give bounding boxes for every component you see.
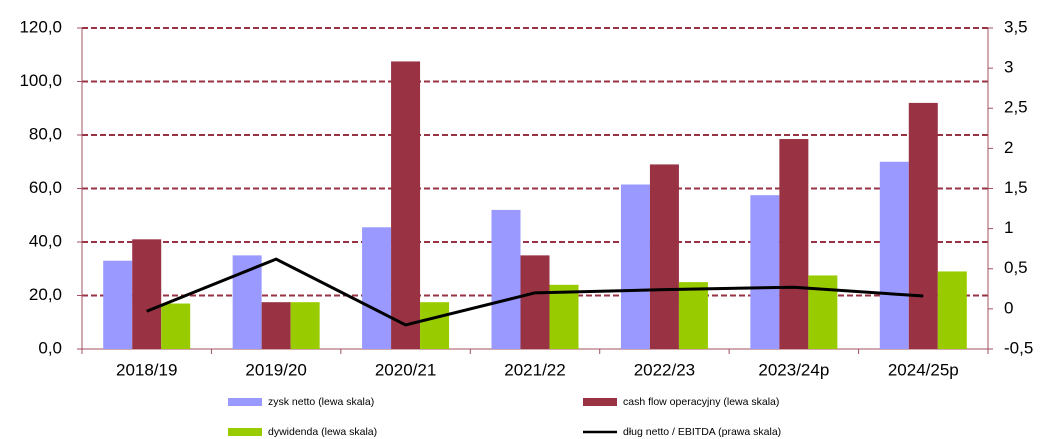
bar <box>103 260 133 349</box>
bar <box>491 209 521 349</box>
x-tick-label: 2023/24p <box>758 360 829 379</box>
y-tick-label: 120,0 <box>19 17 62 36</box>
y2-tick-label: 0,5 <box>1004 258 1028 277</box>
x-tick-label: 2018/19 <box>116 360 177 379</box>
y2-tick-label: -0,5 <box>1004 338 1033 357</box>
legend-swatch <box>228 398 262 406</box>
legend-label: dług netto / EBITDA (prawa skala) <box>623 426 781 438</box>
bar <box>779 139 809 349</box>
y2-tick-label: 3 <box>1004 58 1013 77</box>
y-tick-label: 80,0 <box>29 124 62 143</box>
legend-swatch <box>583 398 617 406</box>
bar <box>620 184 650 349</box>
bar <box>649 164 679 349</box>
bar <box>261 302 291 349</box>
y-tick-label: 60,0 <box>29 178 62 197</box>
bar <box>750 195 780 349</box>
bar <box>290 302 320 349</box>
x-tick-label: 2024/25p <box>888 360 959 379</box>
bar <box>678 282 708 349</box>
x-tick-label: 2019/20 <box>245 360 306 379</box>
bar <box>391 61 421 349</box>
y-tick-label: 0,0 <box>38 338 62 357</box>
y-tick-label: 100,0 <box>19 71 62 90</box>
bar <box>520 255 550 349</box>
x-tick-label: 2020/21 <box>375 360 436 379</box>
bar <box>549 284 579 349</box>
legend-label: dywidenda (lewa skala) <box>268 426 377 438</box>
bar <box>879 161 909 349</box>
y2-tick-label: 2 <box>1004 138 1013 157</box>
legend-label: cash flow operacyjny (lewa skala) <box>623 396 779 408</box>
bar <box>937 271 967 349</box>
bar <box>362 227 392 349</box>
legend-label: zysk netto (lewa skala) <box>268 396 374 408</box>
line-series <box>146 257 924 327</box>
y-tick-label: 20,0 <box>29 285 62 304</box>
y2-tick-label: 3,5 <box>1004 17 1028 36</box>
x-tick-label: 2022/23 <box>634 360 695 379</box>
bar <box>908 102 938 350</box>
y2-tick-label: 0 <box>1004 298 1013 317</box>
legend-swatch <box>228 428 262 436</box>
bar <box>161 303 191 349</box>
y2-tick-label: 2,5 <box>1004 98 1028 117</box>
bar <box>132 239 162 349</box>
y-tick-label: 40,0 <box>29 231 62 250</box>
x-tick-label: 2021/22 <box>504 360 565 379</box>
bar <box>808 275 838 349</box>
y2-tick-label: 1 <box>1004 218 1013 237</box>
y2-tick-label: 1,5 <box>1004 178 1028 197</box>
bar <box>420 302 450 349</box>
